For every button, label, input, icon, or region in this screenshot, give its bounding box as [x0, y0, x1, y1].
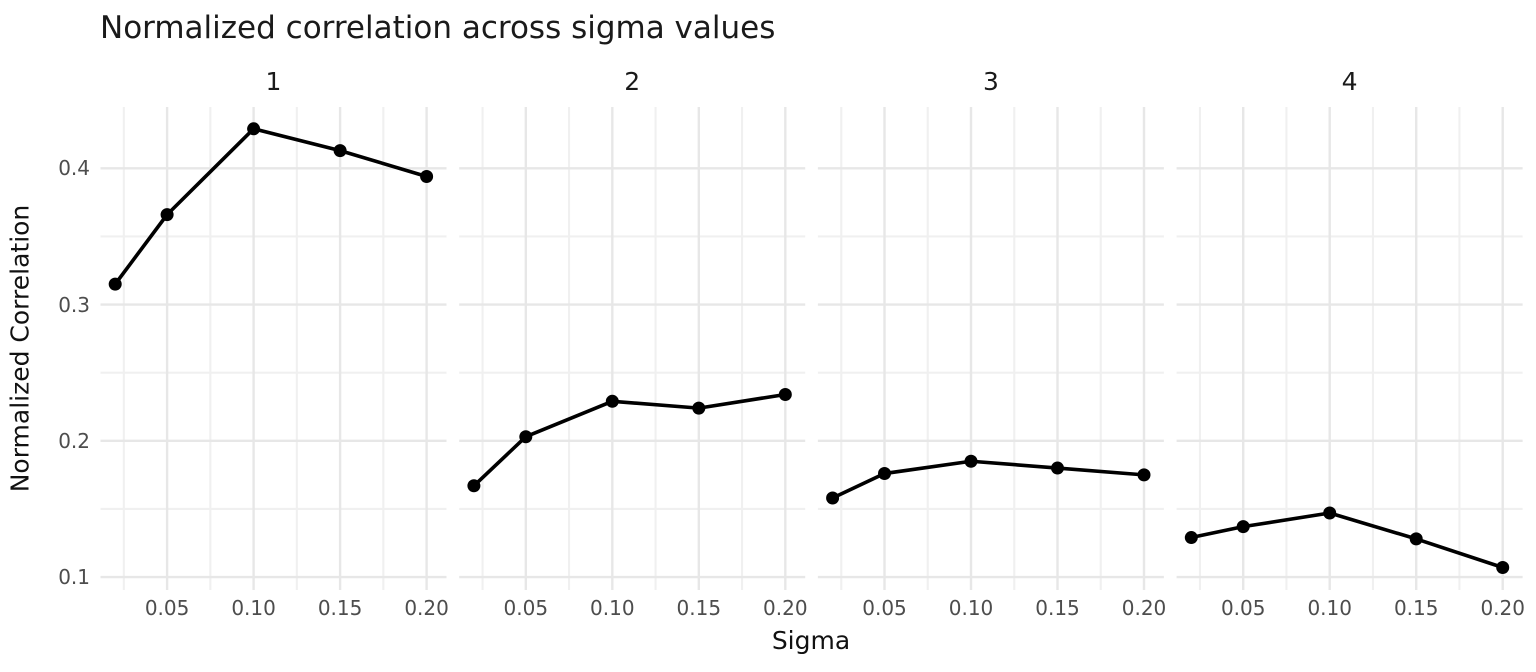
facet-label-4: 4 — [1341, 67, 1358, 96]
panel-2 — [459, 107, 806, 590]
facet-label-2: 2 — [624, 67, 641, 96]
data-point — [778, 387, 792, 401]
y-tick-label: 0.4 — [58, 156, 90, 181]
x-tick-label: 0.20 — [404, 596, 449, 620]
x-axis-title: Sigma — [771, 626, 851, 655]
x-tick-label: 0.15 — [317, 596, 363, 620]
data-point — [519, 430, 533, 444]
x-tick-label: 0.05 — [1220, 596, 1266, 620]
x-tick-label: 0.10 — [948, 596, 994, 620]
data-point — [692, 401, 706, 415]
x-tick-label: 0.15 — [1035, 596, 1080, 620]
data-point — [1051, 461, 1065, 475]
panel-1 — [100, 107, 447, 590]
data-point — [467, 479, 481, 493]
facet-label-1: 1 — [265, 67, 282, 96]
y-tick-label: 0.1 — [58, 565, 90, 590]
x-tick-label: 0.10 — [1307, 596, 1352, 620]
series-line — [113, 126, 428, 286]
x-tick-label: 0.20 — [1480, 596, 1525, 620]
y-tick-label: 0.3 — [58, 292, 90, 317]
data-point — [108, 277, 122, 291]
x-tick-label: 0.15 — [1393, 596, 1439, 620]
x-tick-label: 0.20 — [763, 596, 808, 620]
x-tick-label: 0.15 — [676, 596, 722, 620]
x-tick-label: 0.05 — [503, 596, 549, 620]
data-point — [605, 394, 619, 408]
data-point — [160, 208, 174, 222]
data-point — [333, 144, 347, 158]
x-tick-label: 0.10 — [231, 596, 276, 620]
x-tick-label: 0.10 — [590, 596, 635, 620]
data-point — [826, 491, 840, 505]
data-point — [247, 122, 261, 136]
series-line — [1190, 511, 1504, 570]
data-point — [420, 169, 434, 183]
x-tick-label: 0.05 — [144, 596, 190, 620]
panel-4 — [1176, 107, 1523, 590]
y-axis-title: Normalized Correlation — [5, 204, 35, 493]
chart-title: Normalized correlation across sigma valu… — [100, 10, 776, 46]
x-tick-label: 0.20 — [1121, 596, 1167, 620]
data-point — [1496, 561, 1510, 575]
data-point — [1184, 531, 1198, 545]
y-tick-label: 0.2 — [58, 428, 90, 453]
facet-label-3: 3 — [982, 67, 999, 96]
panel-3 — [817, 107, 1164, 590]
x-tick-label: 0.05 — [862, 596, 907, 620]
data-point — [964, 454, 978, 468]
data-point — [1323, 506, 1337, 520]
series-line — [831, 459, 1145, 500]
data-point — [1236, 520, 1250, 534]
data-point — [1409, 532, 1423, 546]
data-point — [878, 467, 892, 481]
data-point — [1137, 468, 1151, 482]
